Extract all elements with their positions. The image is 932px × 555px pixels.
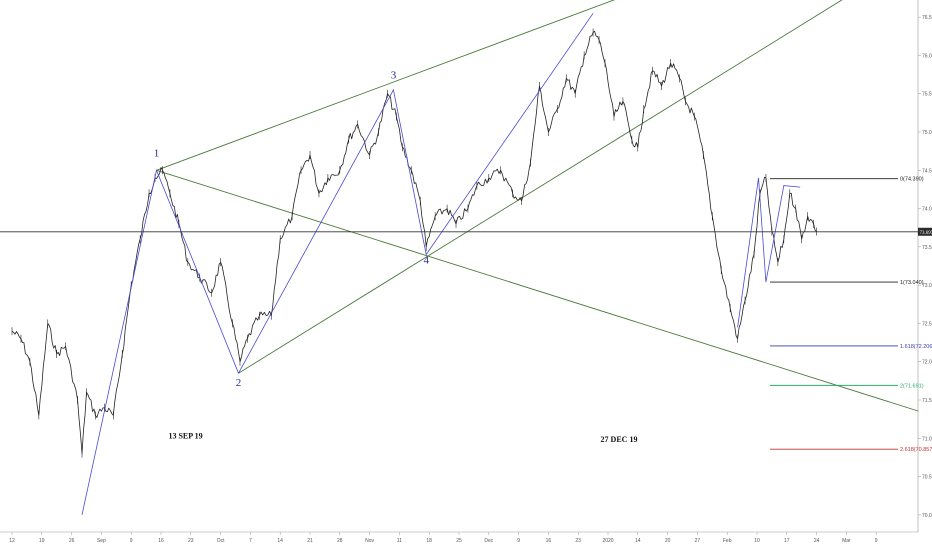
fib-level-label: 2.618(70.857): [900, 447, 932, 453]
x-tick-label: 27: [695, 538, 701, 544]
x-tick-label: 17: [784, 538, 790, 544]
x-tick-label: 23: [188, 538, 194, 544]
x-tick-label: 18: [426, 538, 432, 544]
y-tick-label: 76.500: [922, 15, 932, 21]
x-tick-label: 9: [130, 538, 133, 544]
y-tick-label: 74.500: [922, 168, 932, 174]
x-tick-label: 21: [307, 538, 313, 544]
x-tick-label: 2020: [602, 538, 613, 544]
x-tick-label: 20: [665, 538, 671, 544]
x-tick-label: 9: [517, 538, 520, 544]
date-annotation: 13 SEP 19: [168, 431, 202, 440]
x-tick-label: 16: [546, 538, 552, 544]
wave-label: 4: [423, 255, 429, 267]
x-tick-label: 28: [337, 538, 343, 544]
y-tick-label: 75.000: [922, 130, 932, 136]
x-tick-label: 12: [9, 538, 15, 544]
wave-label: 1: [154, 148, 160, 160]
x-tick-label: Mar: [842, 538, 851, 544]
x-tick-label: Dec: [484, 538, 493, 544]
wave-label: 2: [236, 377, 242, 389]
x-tick-label: 24: [814, 538, 820, 544]
last-price-label: 73.697: [920, 231, 932, 236]
y-tick-label: 73.500: [922, 245, 932, 251]
x-tick-label: Nov: [365, 538, 374, 544]
y-tick-label: 72.000: [922, 360, 932, 366]
x-tick-label: Feb: [723, 538, 732, 544]
y-tick-label: 74.000: [922, 207, 932, 213]
y-tick-label: 71.000: [922, 436, 932, 442]
x-tick-label: 10: [754, 538, 760, 544]
y-tick-label: 75.500: [922, 92, 932, 98]
wave-label: 3: [391, 69, 397, 81]
fib-level-label: 1(73.040): [900, 280, 924, 286]
x-tick-label: Oct: [217, 538, 225, 544]
x-tick-label: 23: [575, 538, 581, 544]
y-tick-label: 70.000: [922, 513, 932, 519]
x-tick-label: 9: [875, 538, 878, 544]
x-tick-label: 26: [69, 538, 75, 544]
wave-label: 5: [590, 0, 596, 3]
x-tick-label: 11: [397, 538, 402, 544]
y-tick-label: 76.000: [922, 53, 932, 59]
x-tick-label: 14: [277, 538, 283, 544]
x-tick-label: 7: [249, 538, 252, 544]
fib-level-label: 2(71.691): [900, 383, 924, 389]
y-tick-label: 71.500: [922, 398, 932, 404]
date-annotation: 27 DEC 19: [601, 435, 638, 444]
x-tick-label: 16: [158, 538, 164, 544]
y-tick-label: 72.500: [922, 321, 932, 327]
y-tick-label: 70.500: [922, 475, 932, 481]
fib-level-label: 0(74.390): [900, 177, 924, 183]
x-tick-label: 25: [456, 538, 462, 544]
x-tick-label: 14: [635, 538, 641, 544]
x-tick-label: Sep: [97, 538, 106, 544]
x-tick-label: 19: [39, 538, 45, 544]
fib-level-label: 1.618(72.206): [900, 344, 932, 350]
